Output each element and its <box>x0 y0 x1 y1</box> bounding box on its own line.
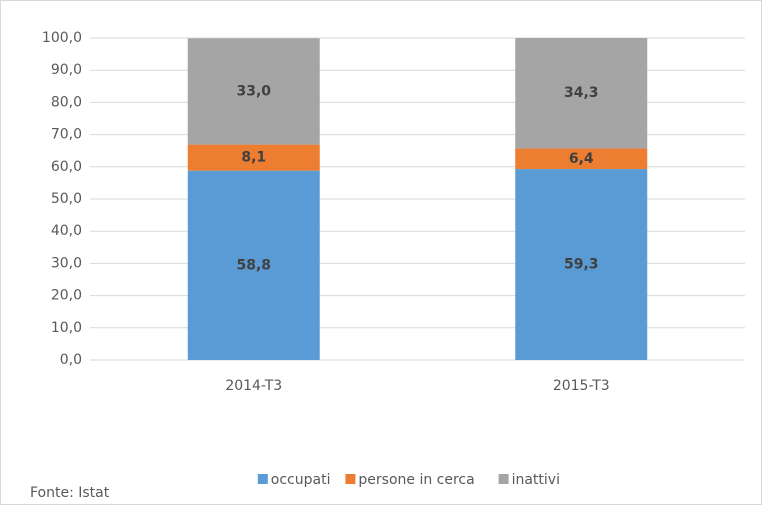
legend-swatch <box>345 474 356 484</box>
bar-segment <box>515 38 648 149</box>
legend-swatch <box>498 474 509 484</box>
y-tick-label: 90,0 <box>51 62 82 78</box>
legend-label: persone in cerca <box>358 472 474 488</box>
y-tick-label: 70,0 <box>51 127 82 143</box>
x-tick-label: 2014-T3 <box>225 378 282 394</box>
y-tick-label: 40,0 <box>51 223 82 239</box>
bar-segment <box>187 38 320 145</box>
value-label: 58,8 <box>236 257 271 273</box>
y-tick-label: 60,0 <box>51 159 82 175</box>
y-tick-label: 30,0 <box>51 255 82 271</box>
y-tick-label: 0,0 <box>60 352 82 368</box>
y-tick-label: 10,0 <box>51 320 82 336</box>
bar-segment <box>187 144 320 171</box>
bar-segment <box>515 148 648 170</box>
value-label: 33,0 <box>236 83 271 99</box>
y-tick-label: 100,0 <box>42 30 82 46</box>
legend-label: inattivi <box>512 472 560 488</box>
y-tick-label: 80,0 <box>51 94 82 110</box>
bar-segment <box>515 169 648 360</box>
source: Fonte: Istat <box>30 485 110 501</box>
y-tick-label: 50,0 <box>51 191 82 207</box>
bar-segment <box>187 170 320 360</box>
value-label: 34,3 <box>564 85 599 101</box>
value-label: 6,4 <box>569 151 594 167</box>
value-label: 59,3 <box>564 257 599 273</box>
y-tick-label: 20,0 <box>51 288 82 304</box>
x-tick-label: 2015-T3 <box>553 378 610 394</box>
value-label: 8,1 <box>241 150 266 166</box>
legend-swatch <box>257 474 268 484</box>
legend-label: occupati <box>271 472 331 488</box>
